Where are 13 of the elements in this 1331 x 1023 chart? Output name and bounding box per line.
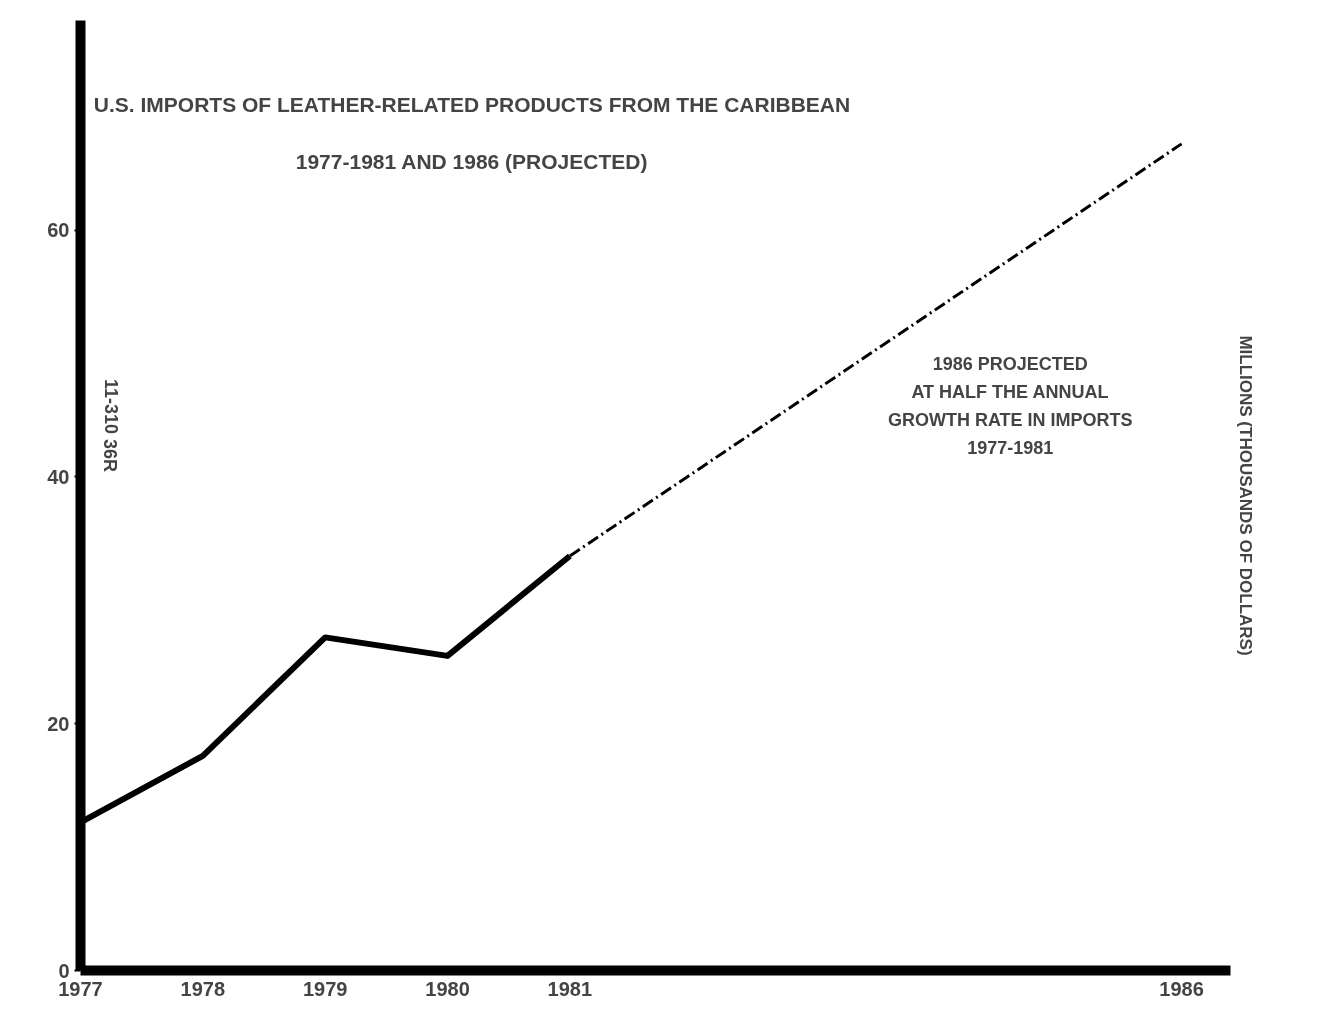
x-tick-label: 1986 <box>1159 977 1204 1000</box>
y-tick-label: 20 <box>47 712 70 735</box>
x-tick-label: 1980 <box>425 977 470 1000</box>
text: U.S. IMPORTS OF LEATHER-RELATED PRODUCTS FROM THE CARIBBEAN <box>93 92 851 116</box>
y-axis-title: MILLIONS (THOUSANDS OF DOLLARS) <box>1235 335 1255 656</box>
y-tick-label: 60 <box>47 219 70 242</box>
x-tick-label: 1979 <box>302 977 348 1000</box>
y-tick-label: 40 <box>47 465 70 488</box>
x-tick-label: 1978 <box>180 977 226 1000</box>
annotation: 11-310 36R <box>100 378 121 473</box>
annotation: 1986 PROJECTED AT HALF THE ANNUAL GROWTH RATE IN IMPORTS 1977-1981 <box>887 353 1133 458</box>
x-tick-label: 1981 <box>547 977 593 1000</box>
text: 1977-1981 AND 1986 (PROJECTED) <box>295 149 648 173</box>
